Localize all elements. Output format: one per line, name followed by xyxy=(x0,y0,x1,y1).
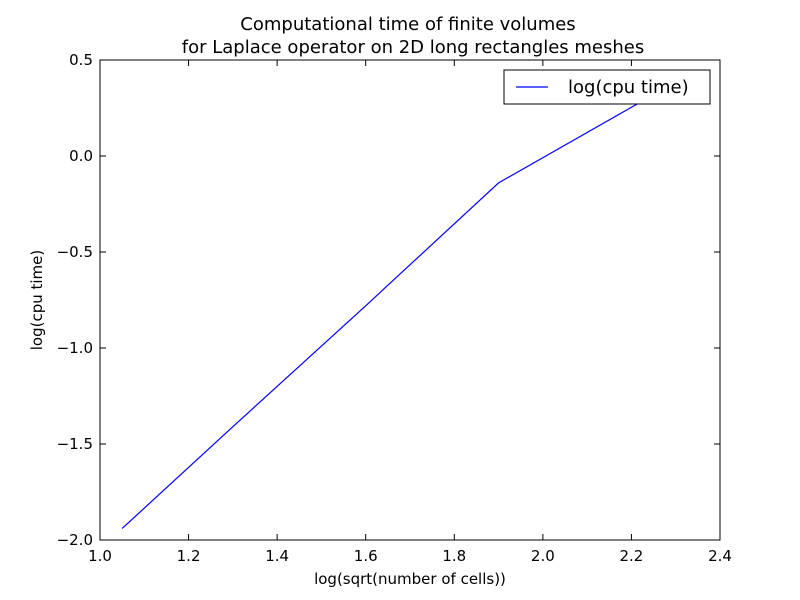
x-tick-label: 1.0 xyxy=(88,547,112,565)
x-axis-label: log(sqrt(number of cells)) xyxy=(314,570,506,588)
legend-label: log(cpu time) xyxy=(568,77,689,98)
x-tick-label: 1.8 xyxy=(442,547,466,565)
y-tick-label: 0.5 xyxy=(69,51,93,69)
x-tick-label: 1.6 xyxy=(354,547,378,565)
y-tick-label: −1.5 xyxy=(57,435,93,453)
chart-title-line-1: Computational time of finite volumes xyxy=(240,14,575,35)
legend: log(cpu time) xyxy=(503,69,711,105)
series-layer xyxy=(121,101,641,529)
tick-labels: 1.0 1.2 1.4 1.6 1.8 2.0 2.2 2.4 0.5 0.0 −0.5 −1.0 −1… xyxy=(57,51,732,565)
y-tick-label: −1.0 xyxy=(57,339,93,357)
plot-frame xyxy=(99,59,721,541)
x-tick-label: 2.2 xyxy=(619,547,643,565)
x-tick-label: 2.4 xyxy=(708,547,732,565)
series-line xyxy=(121,101,641,529)
x-tick-label: 2.0 xyxy=(531,547,555,565)
x-tick-label: 1.4 xyxy=(265,547,289,565)
y-axis-label: log(cpu time) xyxy=(28,250,46,351)
x-tick-label: 1.2 xyxy=(177,547,201,565)
plot-area xyxy=(100,60,720,540)
y-tick-label: −2.0 xyxy=(57,531,93,549)
chart-title-line-2: for Laplace operator on 2D long rectangl… xyxy=(182,37,644,58)
y-tick-label: 0.0 xyxy=(69,147,93,165)
y-tick-label: −0.5 xyxy=(57,243,93,261)
